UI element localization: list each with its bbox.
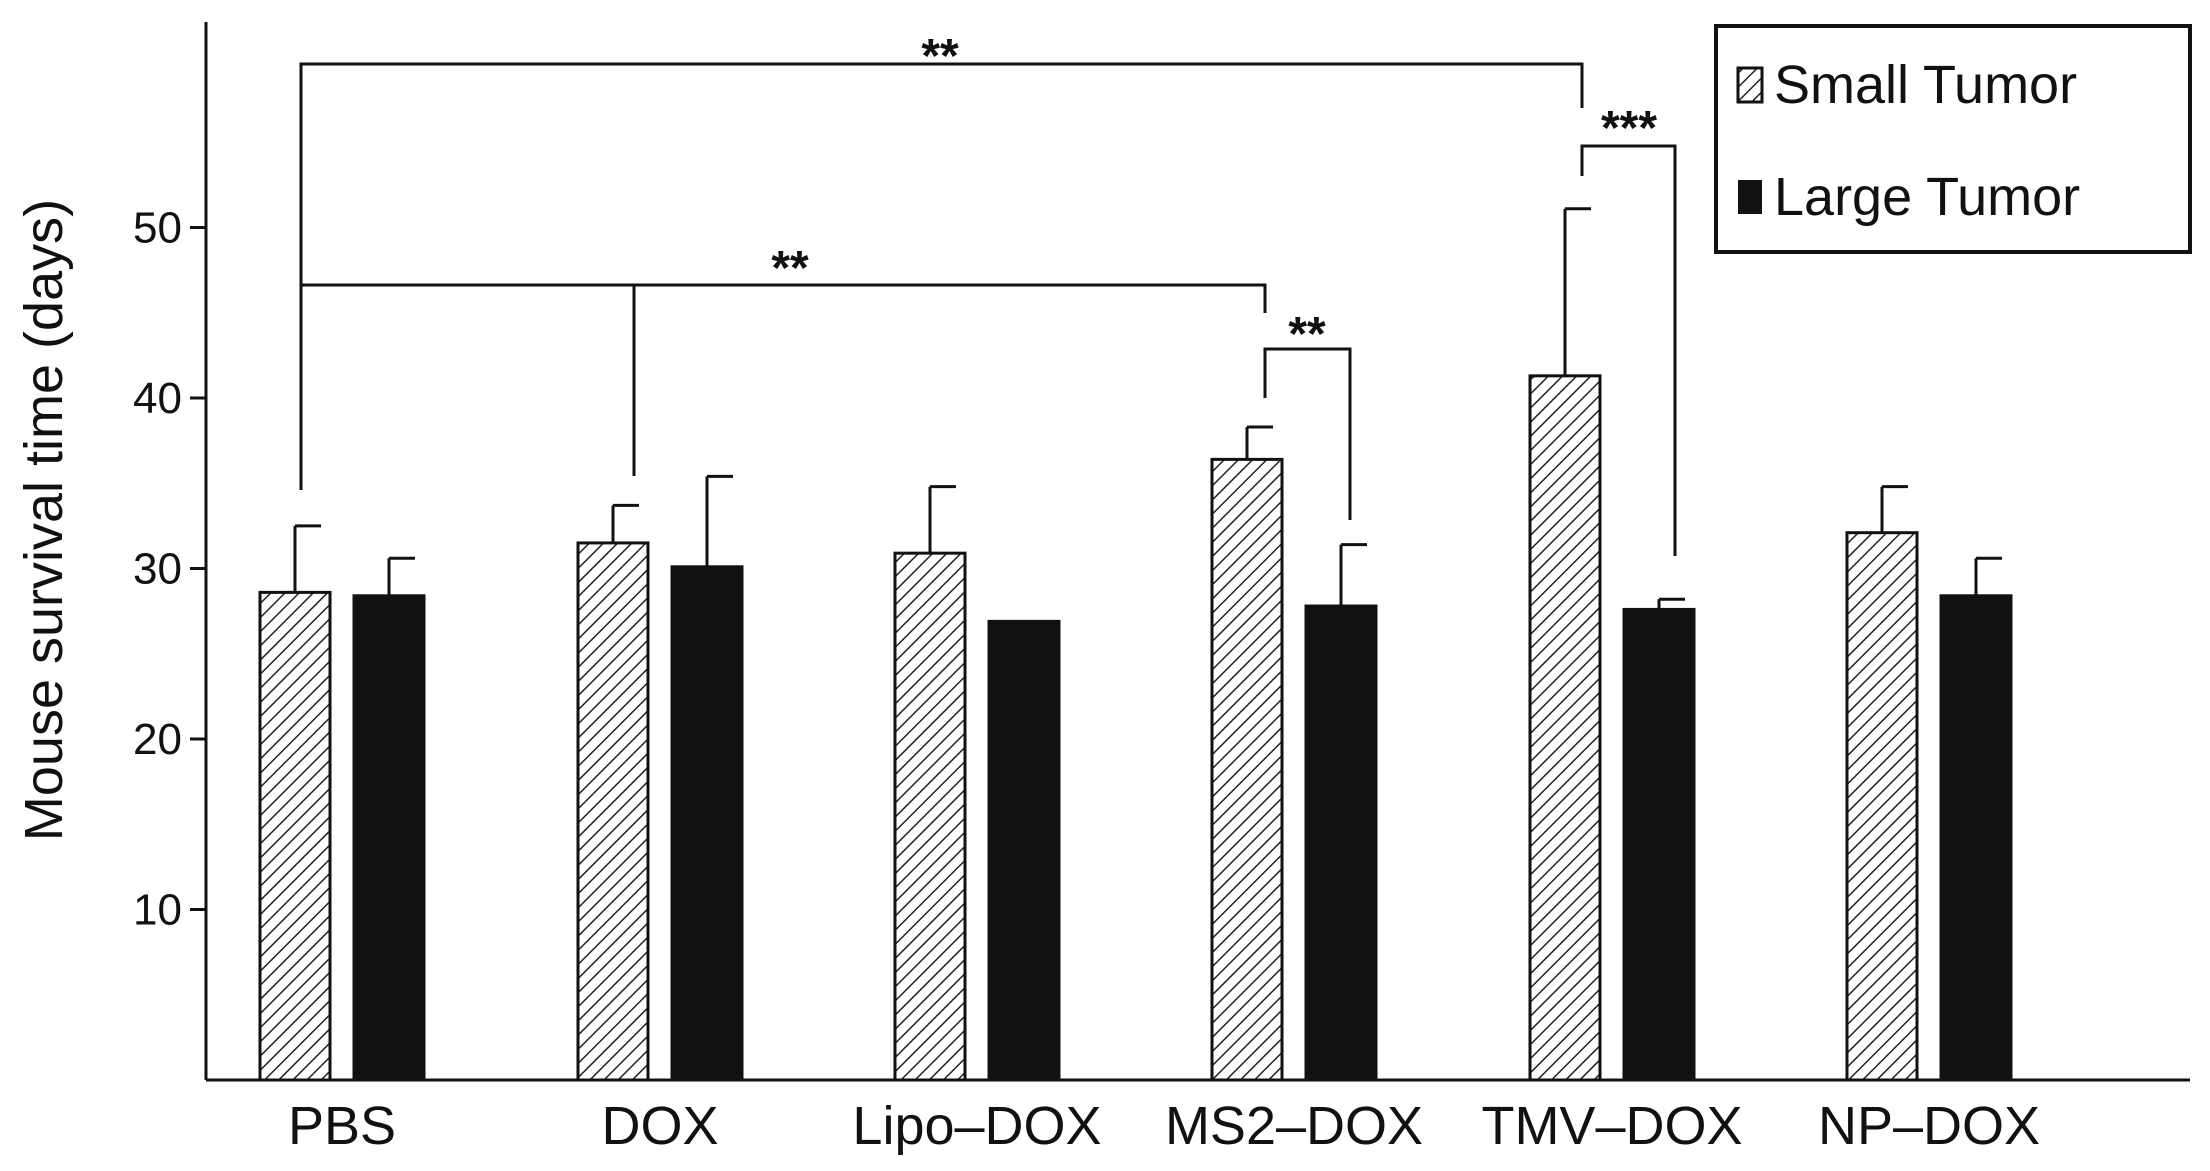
- bar-small-tumor: [258, 590, 332, 1082]
- bar-small-tumor: [893, 551, 967, 1082]
- category-label: DOX: [601, 1096, 718, 1156]
- sig-label-tmv-small-large: ***: [1601, 102, 1657, 155]
- significance-brackets: [299, 62, 1677, 556]
- bars: [258, 374, 2013, 1082]
- bar-large-tumor: [987, 619, 1061, 1082]
- legend-label-large-tumor: Large Tumor: [1774, 167, 2080, 227]
- y-tick-label: 10: [133, 886, 182, 935]
- bar-small-tumor: [1845, 531, 1919, 1082]
- category-label: MS2–DOX: [1165, 1096, 1423, 1156]
- y-tick-label: 30: [133, 545, 182, 594]
- legend-swatch-large-tumor: [1738, 180, 1762, 214]
- bar-small-tumor: [1528, 374, 1602, 1082]
- y-ticks: 10 20 30 40 50: [133, 204, 206, 935]
- bar-small-tumor: [576, 541, 650, 1082]
- sig-label-pbs-tmv: **: [921, 30, 959, 83]
- category-label: NP–DOX: [1818, 1096, 2040, 1156]
- y-tick-label: 50: [133, 204, 182, 253]
- category-label: Lipo–DOX: [852, 1096, 1101, 1156]
- legend-label-small-tumor: Small Tumor: [1774, 55, 2077, 115]
- bar-large-tumor: [1622, 607, 1696, 1082]
- category-label: TMV–DOX: [1481, 1096, 1742, 1156]
- bar-large-tumor: [1939, 594, 2013, 1082]
- bar-small-tumor: [1210, 457, 1284, 1082]
- bracket-tmv-small-large: [1580, 144, 1677, 556]
- category-label: PBS: [288, 1096, 396, 1156]
- sig-label-ms2-small-large: **: [1288, 308, 1326, 361]
- y-axis-title: Mouse survival time (days): [14, 199, 74, 841]
- legend-box: [1714, 24, 2192, 254]
- y-tick-label: 40: [133, 374, 182, 423]
- legend: Small Tumor Large Tumor: [1714, 24, 2192, 254]
- bracket-ms2-small-large: [1263, 347, 1352, 520]
- error-bars: [293, 207, 2002, 610]
- y-tick-label: 20: [133, 715, 182, 764]
- bracket-pbs-tmv: [299, 62, 1584, 490]
- legend-swatch-small-tumor: [1736, 66, 1764, 104]
- sig-label-pbs-dox-ms2: **: [771, 242, 809, 295]
- bar-large-tumor: [352, 594, 426, 1082]
- category-labels: PBS DOX Lipo–DOX MS2–DOX TMV–DOX NP–DOX: [288, 1096, 2040, 1156]
- bracket-pbs-dox-ms2: [299, 283, 1267, 490]
- bar-large-tumor: [1304, 604, 1378, 1082]
- bar-large-tumor: [670, 565, 744, 1082]
